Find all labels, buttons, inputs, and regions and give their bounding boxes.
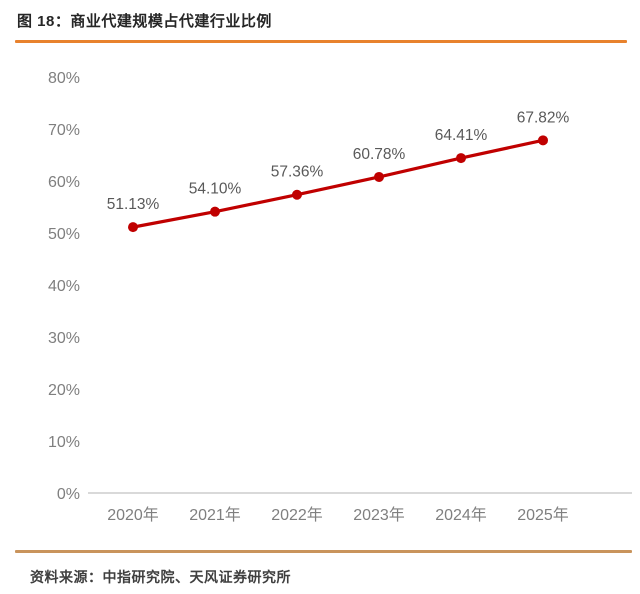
series-line bbox=[131, 138, 545, 229]
data-point-marker bbox=[210, 206, 220, 217]
data-point-label: 54.10% bbox=[189, 181, 242, 198]
y-axis-tick-label: 50% bbox=[48, 226, 80, 243]
y-axis-tick-label: 30% bbox=[48, 330, 80, 347]
data-point-marker bbox=[456, 153, 466, 164]
x-axis-tick-label: 2021年 bbox=[189, 506, 241, 524]
data-point-label: 60.78% bbox=[353, 146, 406, 163]
x-axis-tick-label: 2020年 bbox=[107, 506, 159, 524]
x-axis-tick-label: 2022年 bbox=[271, 506, 323, 524]
x-axis-tick-label: 2025年 bbox=[517, 506, 569, 524]
title-underline-rule bbox=[15, 40, 627, 43]
y-axis-tick-label: 40% bbox=[48, 278, 80, 295]
y-axis-tick-label: 80% bbox=[48, 70, 80, 87]
data-point-label: 51.13% bbox=[107, 196, 160, 213]
source-note: 资料来源：中指研究院、天风证券研究所 bbox=[30, 569, 291, 585]
footer-divider-rule bbox=[15, 550, 632, 553]
data-point-marker bbox=[538, 135, 548, 146]
data-point-label: 57.36% bbox=[271, 164, 324, 181]
data-point-marker bbox=[374, 171, 384, 182]
data-point-label: 64.41% bbox=[435, 127, 488, 144]
x-axis-tick-label: 2023年 bbox=[353, 506, 405, 524]
y-axis-tick-label: 0% bbox=[57, 486, 80, 503]
y-axis-tick-label: 20% bbox=[48, 382, 80, 399]
y-axis-tick-label: 60% bbox=[48, 174, 80, 191]
data-point-marker bbox=[128, 222, 138, 233]
data-point-marker bbox=[292, 189, 302, 200]
line-chart: 0% 10% 20% 30% 40% 50% 60% 70% 80% 2020年 2021年 2022… bbox=[48, 70, 632, 524]
y-axis-tick-label: 70% bbox=[48, 122, 80, 139]
x-axis-tick-label: 2024年 bbox=[435, 506, 487, 524]
figure-title: 图 18：商业代建规模占代建行业比例 bbox=[17, 13, 272, 30]
data-point-label: 67.82% bbox=[517, 109, 570, 126]
y-axis-tick-label: 10% bbox=[48, 434, 80, 451]
